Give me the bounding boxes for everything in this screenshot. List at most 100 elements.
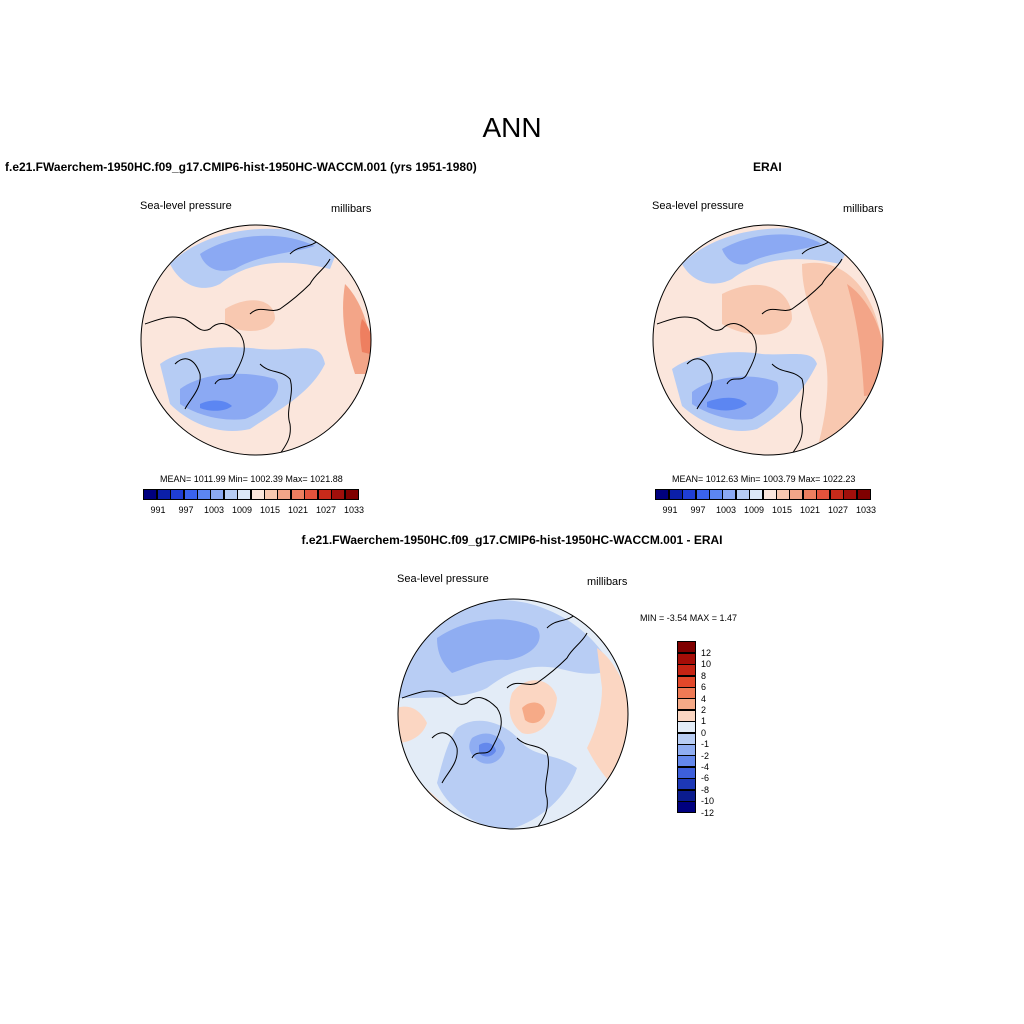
colorbar-swatch — [655, 489, 670, 500]
colorbar-swatch — [677, 766, 696, 779]
colorbar-tick-label: 1003 — [715, 505, 737, 515]
colorbar-swatch — [264, 489, 279, 500]
colorbar-swatch — [143, 489, 158, 500]
colorbar-swatch — [250, 489, 265, 500]
colorbar-swatch — [677, 721, 696, 734]
low-pressure-icelandic-core — [200, 400, 232, 411]
high-pressure-arctic — [225, 300, 275, 331]
model-variable-label: Sea-level pressure — [140, 200, 232, 212]
colorbar-swatch — [237, 489, 252, 500]
colorbar-tick-label: -4 — [701, 762, 710, 772]
colorbar-swatch — [317, 489, 332, 500]
low-pressure-core — [722, 234, 822, 265]
colorbar-tick-label: -8 — [701, 784, 710, 795]
obs-variable-label: Sea-level pressure — [652, 200, 744, 212]
colorbar-swatch — [197, 489, 212, 500]
model-panel-title: f.e21.FWaerchem-1950HC.f09_g17.CMIP6-his… — [5, 160, 477, 174]
colorbar-tick-label: 1009 — [743, 505, 765, 515]
colorbar-tick-label: 991 — [662, 505, 678, 515]
coastlines — [656, 238, 843, 455]
diff-stats: MIN = -3.54 MAX = 1.47 — [640, 613, 738, 623]
colorbar-swatch — [677, 755, 696, 768]
colorbar-tick-label: -10 — [701, 796, 715, 807]
colorbar-tick-label: 1033 — [855, 505, 877, 515]
colorbar-swatch — [223, 489, 238, 500]
colorbar-swatch — [722, 489, 737, 500]
obs-polar-map — [652, 224, 884, 456]
colorbar-tick-label: -1 — [701, 739, 710, 750]
colorbar-swatch — [735, 489, 750, 500]
colorbar-swatch — [677, 698, 696, 711]
high-pressure-core — [360, 319, 371, 354]
colorbar-tick-label: 8 — [701, 670, 707, 681]
obs-colorbar — [655, 489, 871, 500]
colorbar-swatch — [210, 489, 225, 500]
colorbar-tick-label: 997 — [178, 505, 194, 515]
low-pressure-icelandic-core — [707, 397, 747, 411]
colorbar-swatch — [802, 489, 817, 500]
high-pressure-core — [847, 284, 883, 396]
colorbar-tick-label: 1033 — [343, 505, 365, 515]
colorbar-swatch — [677, 664, 696, 677]
colorbar-swatch — [677, 732, 696, 745]
colorbar-tick-label: 1003 — [203, 505, 225, 515]
positive-anomaly-core — [522, 702, 545, 724]
colorbar-swatch — [829, 489, 844, 500]
colorbar-tick-label: 1021 — [287, 505, 309, 515]
coastlines — [144, 238, 331, 455]
colorbar-tick-label: 12 — [701, 648, 712, 658]
obs-panel-title: ERAI — [753, 160, 782, 174]
colorbar-swatch — [677, 687, 696, 700]
colorbar-swatch — [709, 489, 724, 500]
obs-units-label: millibars — [843, 203, 884, 215]
colorbar-swatch — [290, 489, 305, 500]
colorbar-swatch — [816, 489, 831, 500]
colorbar-swatch — [695, 489, 710, 500]
positive-anomaly-west — [398, 706, 427, 743]
colorbar-swatch — [856, 489, 871, 500]
high-pressure-arctic — [722, 284, 792, 335]
colorbar-swatch — [170, 489, 185, 500]
colorbar-swatch — [304, 489, 319, 500]
colorbar-swatch — [331, 489, 346, 500]
colorbar-swatch — [183, 489, 198, 500]
colorbar-tick-label: 991 — [150, 505, 166, 515]
diff-units-label: millibars — [587, 576, 628, 588]
colorbar-swatch — [677, 675, 696, 688]
colorbar-swatch — [677, 641, 696, 654]
colorbar-swatch — [668, 489, 683, 500]
main-title: ANN — [482, 112, 542, 143]
colorbar-tick-label: 1027 — [315, 505, 337, 515]
colorbar-swatch — [677, 744, 696, 757]
colorbar-tick-label: 1 — [701, 716, 707, 727]
diff-variable-label: Sea-level pressure — [397, 573, 489, 585]
colorbar-swatch — [776, 489, 791, 500]
colorbar-tick-label: 2 — [701, 705, 707, 715]
negative-anomaly-core — [437, 619, 540, 673]
colorbar-swatch — [749, 489, 764, 500]
colorbar-tick-label: 1021 — [799, 505, 821, 515]
colorbar-tick-label: 1015 — [771, 505, 793, 515]
coastlines — [401, 612, 588, 829]
low-pressure-core — [200, 235, 315, 271]
colorbar-swatch — [277, 489, 292, 500]
colorbar-swatch — [843, 489, 858, 500]
diff-polar-map — [397, 598, 629, 830]
colorbar-swatch — [677, 789, 696, 802]
colorbar-tick-label: -2 — [701, 750, 710, 761]
colorbar-swatch — [677, 709, 696, 722]
colorbar-swatch — [344, 489, 359, 500]
colorbar-tick-label: 997 — [690, 505, 706, 515]
model-colorbar — [143, 489, 359, 500]
colorbar-tick-label: 6 — [701, 682, 707, 693]
obs-stats: MEAN= 1012.63 Min= 1003.79 Max= 1022.23 — [672, 474, 856, 484]
model-stats: MEAN= 1011.99 Min= 1002.39 Max= 1021.88 — [160, 474, 343, 484]
colorbar-tick-label: 10 — [701, 659, 712, 670]
colorbar-swatch — [677, 778, 696, 791]
colorbar-swatch — [762, 489, 777, 500]
colorbar-tick-label: -12 — [701, 807, 715, 818]
colorbar-tick-label: 1015 — [259, 505, 281, 515]
colorbar-swatch — [677, 652, 696, 665]
model-units-label: millibars — [331, 203, 372, 215]
colorbar-swatch — [156, 489, 171, 500]
